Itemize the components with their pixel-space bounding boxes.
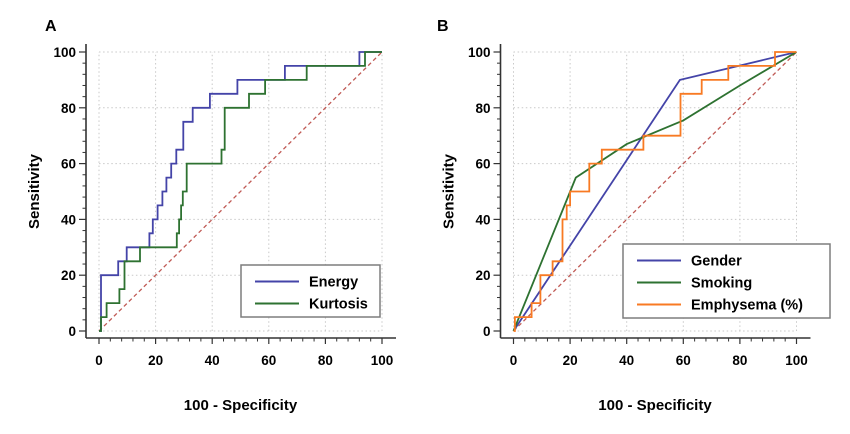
y-axis-title: Sensitivity	[441, 153, 458, 229]
y-axis-tick-label: 60	[475, 157, 490, 172]
x-axis-tick-label: 60	[261, 353, 276, 368]
x-axis-tick-label: 40	[205, 353, 220, 368]
y-axis-tick-label: 80	[475, 101, 490, 116]
x-axis-tick-label: 100	[785, 353, 808, 368]
reference-diagonal-line	[98, 51, 383, 332]
x-axis-title: 100 - Specificity	[598, 397, 712, 414]
x-axis-tick-label: 0	[510, 353, 518, 368]
y-axis-tick-label: 20	[61, 268, 76, 283]
x-axis-tick-label: 40	[619, 353, 634, 368]
x-axis-tick-label: 0	[95, 353, 103, 368]
x-axis-tick-label: 20	[148, 353, 163, 368]
y-axis-tick-label: 0	[483, 324, 491, 339]
legend-box	[240, 264, 381, 318]
y-axis-title: Sensitivity	[26, 153, 43, 229]
x-axis-tick-label: 80	[732, 353, 747, 368]
x-axis-tick-label: 20	[563, 353, 578, 368]
y-axis-tick-label: 0	[68, 324, 76, 339]
legend-label-smoking: Smoking	[691, 276, 752, 292]
y-axis-tick-label: 100	[468, 45, 491, 60]
panel-a: 0 20 40 60 80 100 0 20 40 60 80 100 100 - Specificit…	[26, 18, 396, 414]
roc-curve-gender	[512, 51, 797, 332]
x-axis-tick-label: 100	[371, 353, 394, 368]
legend: Gender Smoking Emphysema (%)	[622, 243, 831, 319]
y-axis-tick-label: 100	[53, 45, 76, 60]
legend: Energy Kurtosis	[240, 264, 381, 318]
legend-label-emphysema: Emphysema (%)	[691, 298, 803, 314]
panel-label: A	[45, 18, 57, 35]
y-axis-tick-label: 60	[61, 157, 76, 172]
roc-curve-energy	[99, 51, 382, 332]
y-axis-tick-label: 20	[475, 268, 490, 283]
x-axis-tick-label: 60	[676, 353, 691, 368]
legend-label-gender: Gender	[691, 254, 742, 270]
roc-curve-smoking	[512, 51, 797, 332]
legend-label-energy: Energy	[309, 275, 358, 291]
x-axis-tick-label: 80	[318, 353, 333, 368]
panel-label: B	[437, 18, 449, 35]
x-axis-title: 100 - Specificity	[184, 397, 298, 414]
panel-b: 0 20 40 60 80 100 0 20 40 60 80 100 100 - Specificit…	[437, 18, 831, 414]
roc-curve-emphysema	[513, 51, 797, 332]
y-axis-tick-label: 40	[475, 212, 490, 227]
legend-box	[622, 243, 831, 319]
roc-curve-kurtosis	[99, 51, 382, 332]
legend-label-kurtosis: Kurtosis	[309, 297, 368, 313]
reference-diagonal-line	[513, 51, 797, 332]
y-axis-tick-label: 40	[61, 212, 76, 227]
y-axis-tick-label: 80	[61, 101, 76, 116]
